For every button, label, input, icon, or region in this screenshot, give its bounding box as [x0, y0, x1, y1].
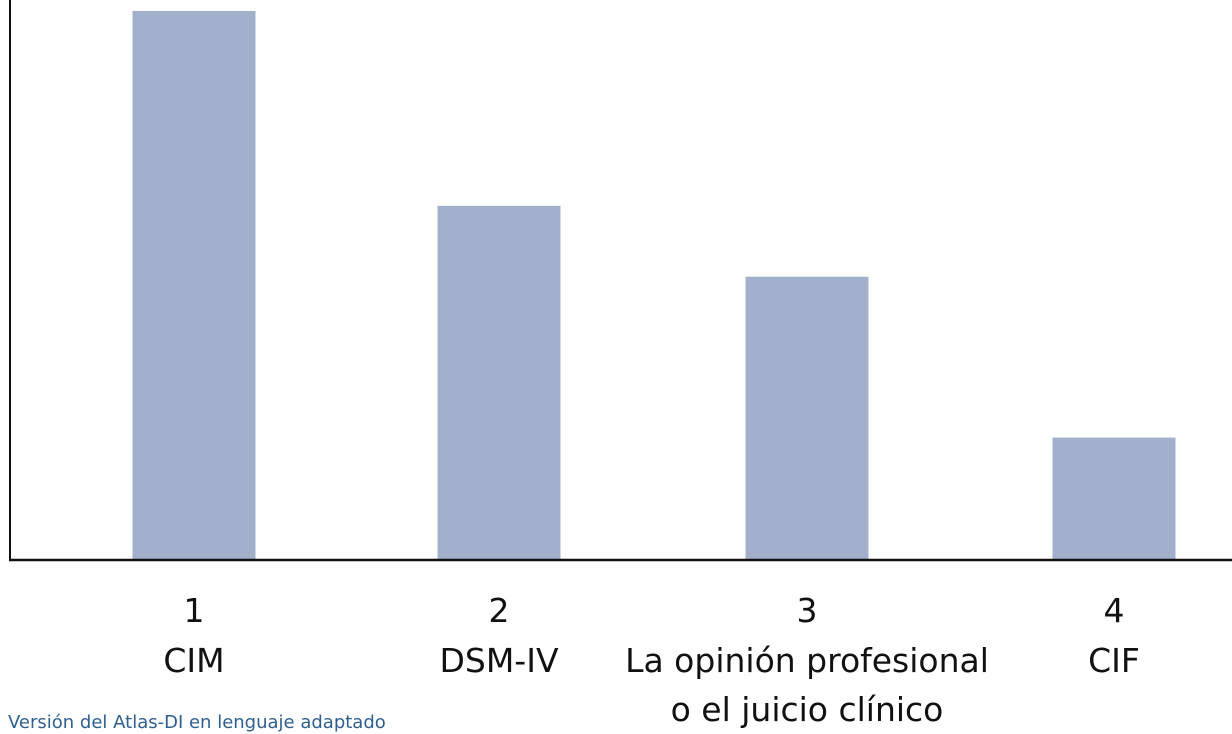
x-tick-label-3-line-2: o el juicio clínico — [671, 690, 944, 729]
x-tick-number-4: 4 — [1104, 591, 1125, 630]
bar-2 — [437, 205, 561, 560]
x-tick-label-3-line-1: La opinión profesional — [625, 641, 989, 680]
x-tick-label-1-line-1: CIM — [163, 641, 224, 680]
x-tick-label-2-line-1: DSM-IV — [439, 641, 558, 680]
bar-3 — [745, 276, 869, 560]
x-tick-number-1: 1 — [184, 591, 205, 630]
bars-group — [132, 11, 1176, 560]
bar-1 — [132, 11, 256, 560]
x-tick-number-2: 2 — [489, 591, 510, 630]
axes-group — [9, 0, 1232, 562]
x-tick-labels: 1 CIM 2 DSM-IV 3 La opinión profesional o el j… — [163, 591, 1140, 729]
x-tick-label-4-line-1: CIF — [1088, 641, 1140, 680]
bar-4 — [1052, 437, 1176, 560]
source-footer: Versión del Atlas-DI en lenguaje adaptad… — [8, 712, 386, 733]
x-tick-number-3: 3 — [797, 591, 818, 630]
